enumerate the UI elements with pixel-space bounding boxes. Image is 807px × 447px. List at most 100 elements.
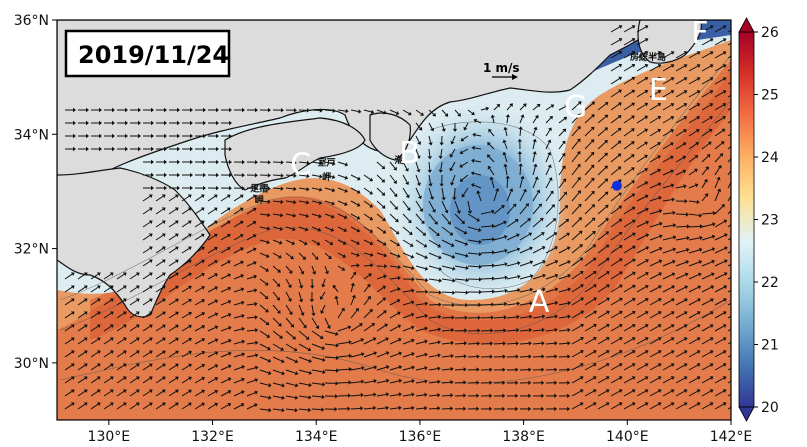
current-arrow [207, 391, 216, 397]
current-arrow-head [135, 376, 140, 381]
current-arrow-head [671, 272, 676, 277]
current-arrow-head [109, 311, 114, 316]
current-arrow [464, 122, 469, 129]
current-arrow [259, 369, 269, 374]
current-arrow-head [281, 371, 285, 376]
current-arrow-head [148, 285, 153, 290]
current-arrow-head [175, 285, 179, 290]
current-arrow [415, 341, 426, 345]
current-arrow-head [617, 166, 622, 171]
current-arrow-head [360, 392, 364, 398]
current-arrow-head [214, 299, 219, 304]
current-arrow-head [148, 298, 153, 303]
current-arrow [311, 382, 323, 385]
current-arrow [285, 265, 291, 272]
current-arrow [558, 329, 568, 332]
current-arrow-head [717, 164, 722, 169]
current-arrow [636, 39, 647, 46]
current-arrow [402, 380, 412, 384]
current-arrow-head [174, 220, 179, 225]
current-arrow-head [671, 197, 675, 202]
current-arrow-head [73, 120, 76, 126]
current-arrow-head [188, 272, 192, 277]
current-arrow [207, 274, 216, 280]
current-arrow-head [135, 402, 140, 407]
current-arrow-head [618, 402, 623, 406]
current-arrow [532, 261, 544, 267]
current-arrow-head [528, 380, 532, 385]
current-arrow [597, 246, 608, 254]
current-arrow [363, 394, 374, 397]
current-arrow [636, 156, 646, 163]
current-arrow-head [405, 194, 410, 199]
current-arrow-head [657, 51, 662, 55]
current-arrow [571, 351, 582, 358]
current-arrow-head [86, 107, 89, 113]
current-arrow-head [605, 218, 609, 222]
current-arrow [168, 364, 177, 371]
current-arrow [116, 312, 125, 319]
current-arrow-head [516, 301, 521, 306]
current-arrow [259, 213, 268, 216]
current-arrow-head [670, 376, 675, 380]
current-arrow-head [241, 107, 245, 113]
current-arrow [336, 298, 339, 306]
current-arrow [688, 249, 700, 254]
current-arrow [376, 200, 384, 207]
current-arrow [298, 304, 303, 314]
current-arrow [441, 213, 450, 223]
current-arrow-head [351, 294, 356, 299]
current-arrow-head [352, 271, 357, 276]
current-arrow-head [318, 200, 323, 205]
current-arrow-head [189, 120, 193, 126]
current-arrow [155, 364, 164, 371]
current-arrow-head [463, 230, 468, 235]
current-arrow-head [567, 300, 571, 306]
current-arrow-head [490, 114, 495, 118]
current-arrow [415, 239, 425, 246]
current-arrow-head [696, 64, 701, 68]
current-arrow [272, 278, 279, 285]
current-arrow [298, 330, 308, 339]
current-arrow [727, 393, 731, 397]
current-arrow-head [686, 224, 690, 229]
current-arrow-head [504, 262, 508, 267]
current-arrow-head [709, 51, 714, 55]
current-arrow [350, 310, 358, 319]
current-arrow [597, 325, 608, 332]
current-arrow-head [397, 275, 401, 281]
current-arrow [402, 353, 413, 358]
current-arrow [90, 390, 99, 397]
current-arrow-head [579, 402, 584, 406]
current-arrow-head [542, 300, 546, 306]
current-arrow-head [420, 220, 425, 224]
current-arrow-head [111, 133, 115, 139]
current-arrow-head [564, 104, 568, 109]
current-arrow-head [252, 220, 257, 225]
current-arrow-head [70, 350, 75, 355]
current-arrow-head [281, 395, 285, 400]
current-arrow [337, 161, 346, 165]
current-arrow-head [288, 311, 293, 315]
current-arrow-head [228, 338, 232, 344]
current-arrow [207, 326, 216, 332]
current-arrow-head [280, 107, 284, 113]
current-arrow-head [356, 202, 361, 207]
current-arrow [129, 286, 138, 293]
current-arrow-head [293, 199, 297, 205]
current-arrow [506, 303, 518, 306]
current-arrow [389, 339, 400, 345]
current-arrow [519, 261, 531, 267]
current-arrow-head [280, 213, 284, 218]
current-arrow [727, 237, 731, 241]
current-arrow-head [437, 340, 441, 345]
current-arrow-head [96, 298, 101, 303]
current-arrow [701, 65, 712, 72]
current-arrow [311, 408, 322, 411]
current-arrow-head [124, 133, 128, 139]
current-arrow [90, 338, 99, 345]
current-arrow-head [202, 172, 206, 178]
current-arrow-head [109, 324, 114, 329]
current-arrow [116, 325, 125, 332]
current-arrow-head [201, 259, 205, 264]
